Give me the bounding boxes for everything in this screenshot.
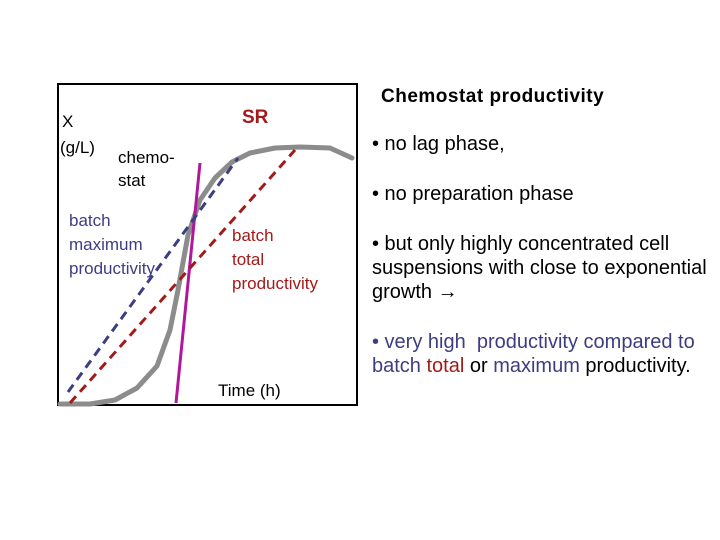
batch-maximum-productivity-line xyxy=(66,157,240,393)
plot-frame xyxy=(57,83,358,406)
y-axis-label-unit: (g/L) xyxy=(60,138,95,157)
panel-title: Chemostat productivity xyxy=(381,86,605,107)
chemostat-productivity-panel: Chemostat productivity • no lag phase, •… xyxy=(372,86,712,404)
batch-maximum-label-line2: maximum xyxy=(69,235,143,254)
bullet4-text-part3: productivity. xyxy=(579,355,691,377)
bullet-no-preparation-phase: • no preparation phase xyxy=(372,183,574,205)
y-axis-label-x: X xyxy=(62,112,74,131)
bullet-highly-concentrated: • but only highly concentrated cell susp… xyxy=(372,232,712,304)
chemostat-label-line2: stat xyxy=(118,171,146,190)
bullet-no-lag-phase: • no lag phase, xyxy=(372,133,505,155)
chemostat-productivity-line xyxy=(174,162,202,404)
bullet-highly-concentrated-text: • but only highly concentrated cell susp… xyxy=(372,233,713,303)
bullet4-maximum-word: maximum xyxy=(493,355,580,377)
bullet-very-high-productivity: • very high productivity compared to bat… xyxy=(372,330,712,378)
chemostat-label-line1: chemo- xyxy=(118,148,175,167)
batch-total-label-line3: productivity xyxy=(232,274,318,293)
batch-maximum-label-line1: batch xyxy=(69,211,111,230)
sr-label: SR xyxy=(242,107,269,128)
bullet4-total-word: total xyxy=(426,355,465,377)
batch-total-label-line1: batch xyxy=(232,226,274,245)
x-axis-label: Time (h) xyxy=(218,381,281,400)
batch-maximum-label-line3: productivity xyxy=(69,259,155,278)
batch-total-label-line2: total xyxy=(232,250,265,269)
right-arrow-icon: → xyxy=(437,281,458,303)
batch-total-productivity-line xyxy=(68,149,297,404)
bullet4-text-part2: or xyxy=(464,355,494,377)
bullet4-text-part1: • very high productivity compared to bat… xyxy=(372,331,701,377)
